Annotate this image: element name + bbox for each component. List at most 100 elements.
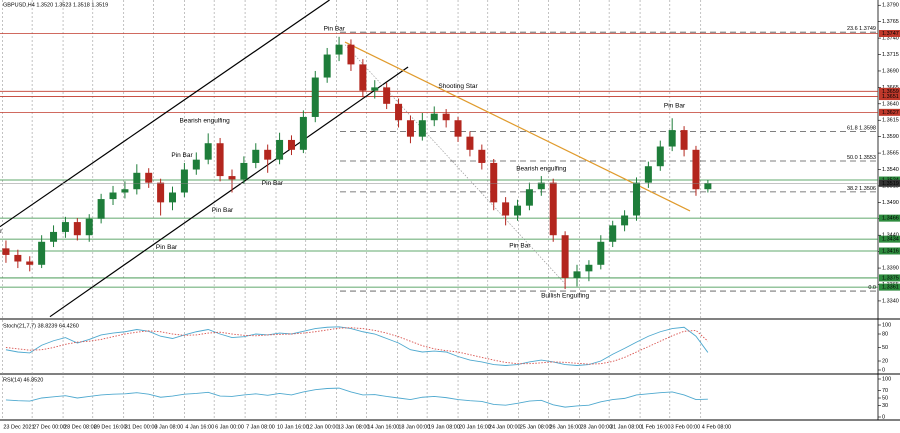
x-tick-label: 10 Jan 16:00 (277, 424, 309, 430)
y-tick-label: 20 (882, 358, 888, 364)
level-label-box (879, 108, 900, 116)
x-tick-label: 4 Jan 16:00 (185, 424, 214, 430)
y-tick-label: 50 (882, 395, 888, 401)
candle-body (145, 172, 153, 183)
candle-body (299, 116, 307, 150)
candle-body (240, 162, 248, 180)
x-tick-label: 4 Feb 08:00 (702, 424, 731, 430)
candle-body (323, 54, 331, 78)
candle-body (573, 271, 581, 278)
x-tick-label: 6 Jan 00:00 (215, 424, 244, 430)
trendline (344, 44, 566, 285)
x-tick-label: 18 Jan 00:00 (398, 424, 430, 430)
x-tick-label: 27 Dec 00:00 (33, 424, 66, 430)
annotation: Pin Bar (262, 180, 284, 187)
y-tick-label: 0 (882, 414, 885, 420)
x-tick-label: 12 Jan 00:00 (307, 424, 339, 430)
candle-body (418, 120, 426, 137)
candle-body (395, 103, 403, 121)
candle-body (585, 264, 593, 272)
y-tick-label: 1.3740 (882, 36, 899, 42)
level-label-box (879, 30, 900, 38)
candle-body (430, 113, 438, 121)
annotation: Pin Bar (664, 102, 686, 109)
annotation: Pin Bar (324, 26, 346, 33)
candle-body (38, 241, 46, 265)
last-price-label: 1.3519 (882, 181, 899, 187)
y-tick-label: 50 (882, 345, 888, 351)
candle-body (157, 182, 165, 203)
candle-body (169, 192, 177, 203)
candle-body (656, 146, 664, 167)
candle-body (478, 149, 486, 163)
x-tick-label: 3 Feb 00:00 (671, 424, 700, 430)
candle-body (26, 261, 34, 265)
candle-body (335, 44, 343, 55)
candle-body (85, 218, 93, 236)
level-label: 1.3361 (882, 285, 899, 291)
annotation: Bearish engulfing (516, 166, 567, 173)
y-tick-label: 1.3340 (882, 298, 899, 304)
y-tick-label: 30 (882, 403, 888, 409)
candle-body (632, 182, 640, 216)
y-tick-label: 1.3640 (882, 101, 899, 107)
candle-body (2, 248, 10, 255)
candle-body (537, 182, 545, 190)
candle-body (644, 166, 652, 183)
y-tick-label: 1.3790 (882, 3, 899, 9)
level-label-box (879, 93, 900, 101)
y-tick-label: 0 (882, 367, 885, 373)
annotation: Pin Bar (171, 152, 193, 159)
fib-label: 50.0 1.3553 (847, 155, 876, 161)
y-tick-label: 1.3390 (882, 266, 899, 272)
level-label: 1.3416 (882, 248, 899, 254)
indicator-line (5, 327, 709, 365)
y-tick-label: 100 (882, 376, 891, 382)
fib-label: 38.2 1.3506 (847, 186, 876, 192)
x-tick-label: 28 Jan 00:00 (580, 424, 612, 430)
candle-body (466, 136, 474, 150)
last-price-box (879, 179, 900, 187)
candle-body (442, 113, 450, 121)
x-tick-label: 24 Jan 00:00 (489, 424, 521, 430)
y-tick-label: 1.3590 (882, 134, 899, 140)
level-label-box (879, 274, 900, 282)
fib-label: 61.8 1.3598 (847, 125, 876, 131)
panel-title: Stoch(21,7,7) 38.8239 64.4260 (3, 323, 79, 329)
candle-body (252, 149, 260, 163)
candle-body (347, 44, 355, 65)
x-tick-label: 31 Dec 00:00 (125, 424, 158, 430)
candle-body (621, 215, 629, 226)
candle-body (311, 77, 319, 117)
indicator-line (5, 387, 708, 408)
fib-label: 0.0 (868, 285, 876, 291)
annotation: Bearish engulfing (180, 118, 231, 125)
y-tick-label: 1.3565 (882, 151, 899, 157)
annotation: Bullish Engulfing (541, 292, 589, 299)
y-tick-label: 1.3615 (882, 118, 899, 124)
x-tick-label: 28 Dec 08:00 (64, 424, 97, 430)
x-tick-label: 26 Jan 16:00 (549, 424, 581, 430)
candle-body (680, 130, 688, 150)
level-label: 1.3375 (882, 275, 899, 281)
candle-body (50, 231, 58, 242)
y-tick-label: 1.3540 (882, 167, 899, 173)
candle-body (97, 199, 105, 219)
level-label: 1.3466 (882, 216, 899, 222)
trendline (49, 66, 409, 318)
annotation: Pin Bar (212, 207, 234, 214)
y-tick-label: 100 (882, 322, 891, 328)
candle-body (180, 169, 188, 193)
fib-label: 23.6 1.3749 (847, 26, 876, 32)
y-tick-label: 1.3765 (882, 19, 899, 25)
candle-body (454, 120, 462, 137)
level-label: 1.3651 (882, 94, 899, 100)
y-tick-label: 1.3690 (882, 68, 899, 74)
annotation: Shooting Star (438, 83, 478, 90)
candle-body (704, 183, 712, 190)
level-label-box (879, 235, 900, 243)
candle-body (264, 149, 272, 160)
x-tick-label: 20 Jan 16:00 (459, 424, 491, 430)
level-label-box (879, 87, 900, 95)
